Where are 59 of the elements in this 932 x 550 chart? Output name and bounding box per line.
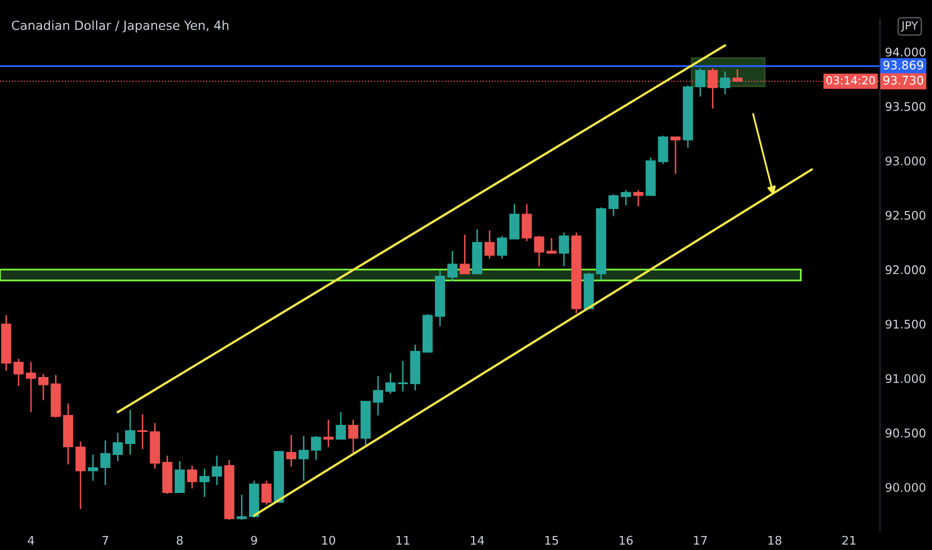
x-tick-label: 17 [694, 536, 707, 545]
candlestick [695, 68, 706, 98]
candlestick [286, 434, 296, 468]
chart-title: Canadian Dollar / Japanese Yen, 4h [12, 20, 228, 32]
ref-line-label: 93.730 [883, 76, 924, 85]
candlestick [720, 70, 730, 96]
x-tick-label: 7 [102, 536, 108, 545]
candlestick [447, 250, 458, 282]
candlestick [212, 454, 222, 486]
x-tick-label: 11 [396, 536, 410, 545]
candlestick [174, 460, 185, 494]
candlestick [608, 194, 619, 217]
y-tick-label: 91.500 [886, 320, 926, 329]
y-tick-label: 94.000 [886, 48, 926, 57]
candlestick [670, 136, 681, 174]
y-tick-label: 92.500 [886, 210, 926, 220]
x-tick-label: 8 [176, 536, 183, 545]
candlestick [546, 237, 557, 254]
candlestick [26, 361, 36, 413]
y-tick-label: 91.000 [886, 374, 926, 384]
ref-line-label: 93.869 [883, 60, 924, 70]
candlestick [14, 358, 24, 387]
x-tick-label: 10 [322, 536, 336, 545]
candlestick [310, 435, 322, 461]
x-tick-label: 15 [545, 536, 558, 545]
y-tick-label: 93.500 [886, 102, 926, 111]
candlestick [460, 234, 470, 275]
candlestick [348, 419, 358, 456]
candlestick [76, 440, 86, 510]
candlestick [298, 435, 309, 482]
candlestick [336, 411, 346, 440]
x-tick-label: 18 [768, 536, 782, 545]
candlestick [633, 189, 644, 208]
y-tick-label: 90.500 [886, 428, 926, 438]
y-tick-label: 92.000 [886, 265, 926, 274]
candlestick [558, 232, 570, 267]
x-tick-label: 14 [470, 536, 484, 545]
candlestick [385, 372, 396, 394]
candlestick [187, 464, 198, 489]
candlestick [112, 432, 123, 462]
x-tick-label: 21 [842, 536, 856, 545]
x-tick-label: 4 [28, 536, 34, 545]
candlestick [372, 376, 384, 416]
candlestick [496, 235, 508, 260]
candlestick [620, 189, 631, 206]
candlestick [125, 409, 136, 456]
text: JPY [900, 21, 918, 32]
candlestick [100, 440, 110, 486]
candlestick [199, 468, 210, 498]
y-tick-label: 93.000 [886, 156, 926, 166]
candlestick [522, 204, 532, 242]
y-tick-label: 90.000 [886, 482, 926, 492]
x-tick-label: 16 [620, 536, 633, 545]
candlestick [534, 235, 544, 267]
candlestick [261, 480, 272, 506]
candlestick [484, 230, 495, 260]
candlestick [38, 373, 48, 401]
annotation: 03:14:20 [826, 76, 875, 85]
x-tick-label: 9 [251, 536, 258, 545]
